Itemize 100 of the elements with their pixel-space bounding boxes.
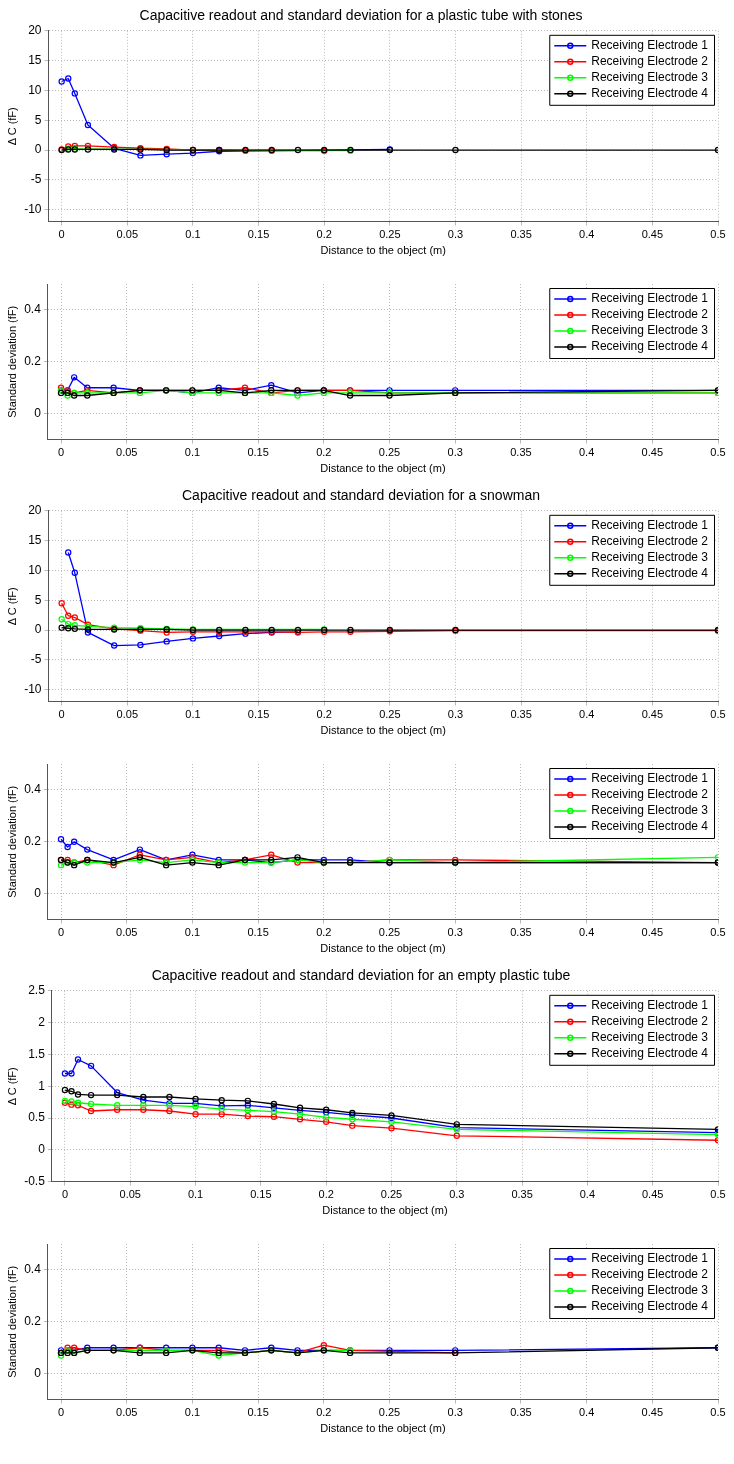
x-tick-label: 0.4	[578, 446, 595, 459]
x-tick-label: 0	[57, 926, 65, 939]
y-tick-label: 10	[28, 562, 42, 577]
x-tick-label: 0.4	[579, 228, 595, 241]
x-tick-label: 0.35	[510, 446, 532, 459]
legend-label: Receiving Electrode 3	[591, 1283, 709, 1298]
x-tick-label: 0.5	[710, 708, 726, 721]
x-tick-label: 0.4	[578, 926, 595, 939]
y-axis-title: Δ C (fF)	[5, 1067, 18, 1106]
legend-label: Receiving Electrode 4	[591, 819, 709, 834]
y-tick-label: -10	[24, 681, 42, 696]
x-tick-label: 0.35	[510, 926, 532, 939]
x-tick-label: 0.15	[247, 1406, 269, 1419]
legend-label: Receiving Electrode 2	[591, 54, 709, 69]
x-tick-label: 0.25	[378, 446, 401, 459]
x-tick-label: 0.1	[184, 446, 201, 459]
legend-label: Receiving Electrode 1	[591, 1251, 709, 1266]
x-tick-label: 0.05	[116, 1406, 138, 1419]
x-tick-label: 0.15	[247, 446, 269, 459]
x-tick-label: 0.5	[710, 1188, 726, 1201]
x-tick-label: 0	[58, 228, 65, 241]
y-tick-label: 0.4	[24, 782, 42, 797]
y-tick-label: 1.5	[28, 1046, 46, 1061]
x-tick-label: 0.2	[316, 1406, 332, 1419]
y-tick-label: 0.4	[24, 1262, 42, 1277]
chart-title: Capacitive readout and standard deviation for a snowman	[182, 487, 540, 504]
x-tick-label: 0.15	[247, 926, 269, 939]
legend-label: Receiving Electrode 2	[591, 534, 709, 549]
legend-label: Receiving Electrode 1	[591, 998, 709, 1013]
y-tick-label: -10	[24, 201, 42, 216]
x-tick-label: 0.4	[579, 1188, 596, 1201]
legend-label: Receiving Electrode 3	[591, 323, 709, 338]
y-tick-label: 0	[34, 1365, 42, 1380]
x-tick-label: 0.45	[641, 926, 664, 939]
y-axis-title: Δ C (fF)	[5, 107, 18, 146]
x-tick-label: 0.05	[116, 228, 139, 241]
x-tick-label: 0.05	[119, 1188, 141, 1201]
x-tick-label: 0.1	[184, 926, 201, 939]
y-tick-label: 20	[28, 503, 42, 518]
x-tick-label: 0.25	[379, 708, 401, 721]
legend-label: Receiving Electrode 3	[591, 803, 709, 818]
x-tick-label: 0.1	[185, 228, 201, 241]
x-tick-label: 0.2	[316, 708, 332, 721]
x-tick-label: 0.45	[641, 228, 664, 241]
legend-label: Receiving Electrode 1	[591, 38, 709, 53]
x-axis-title: Distance to the object (m)	[320, 724, 446, 737]
y-axis-title: Standard deviation (fF)	[5, 305, 18, 418]
y-tick-label: -0.5	[24, 1173, 46, 1188]
y-tick-label: 0	[34, 622, 42, 637]
y-tick-label: -5	[30, 652, 42, 667]
x-tick-label: 0.3	[447, 708, 464, 721]
y-tick-label: 5	[34, 112, 42, 127]
x-tick-label: 0.2	[316, 926, 332, 939]
chart-title: Capacitive readout and standard deviation for a plastic tube with stones	[139, 7, 583, 24]
x-tick-label: 0	[61, 1188, 68, 1201]
legend-label: Receiving Electrode 1	[591, 291, 709, 306]
y-tick-label: 0	[34, 405, 42, 420]
y-axis-title: Standard deviation (fF)	[5, 785, 18, 898]
x-tick-label: 0.3	[447, 228, 464, 241]
y-tick-label: 0	[34, 885, 42, 900]
y-tick-label: 2	[38, 1014, 46, 1029]
x-tick-label: 0.5	[710, 1406, 726, 1419]
y-axis-title: Standard deviation (fF)	[5, 1265, 18, 1378]
legend-label: Receiving Electrode 1	[591, 518, 709, 533]
legend-label: Receiving Electrode 4	[591, 339, 709, 354]
x-tick-label: 0.3	[447, 446, 463, 459]
legend-label: Receiving Electrode 1	[591, 771, 709, 786]
y-tick-label: 5	[34, 592, 42, 607]
x-tick-label: 0.25	[379, 228, 401, 241]
legend-label: Receiving Electrode 2	[591, 1014, 709, 1029]
legend-label: Receiving Electrode 3	[591, 70, 709, 85]
y-tick-label: 0.5	[28, 1110, 46, 1125]
y-tick-label: 20	[28, 23, 42, 38]
x-tick-label: 0.45	[641, 708, 664, 721]
y-tick-label: -5	[30, 172, 42, 187]
y-tick-label: 15	[28, 532, 42, 547]
x-tick-label: 0.05	[116, 926, 138, 939]
legend-label: Receiving Electrode 2	[591, 307, 709, 322]
y-tick-label: 0.2	[24, 354, 42, 369]
x-axis-title: Distance to the object (m)	[320, 942, 446, 955]
x-axis-title: Distance to the object (m)	[322, 1204, 448, 1217]
x-tick-label: 0.1	[185, 708, 201, 721]
x-tick-label: 0.15	[247, 708, 270, 721]
x-axis-title: Distance to the object (m)	[320, 244, 446, 257]
x-tick-label: 0.4	[578, 1406, 595, 1419]
y-tick-label: 0.4	[24, 302, 42, 317]
y-tick-label: 0.2	[24, 834, 42, 849]
x-tick-label: 0.3	[447, 1406, 463, 1419]
legend-label: Receiving Electrode 2	[591, 1267, 709, 1282]
x-tick-label: 0.15	[247, 228, 270, 241]
x-tick-label: 0.05	[116, 446, 138, 459]
x-tick-label: 0.35	[510, 228, 532, 241]
x-tick-label: 0.25	[378, 926, 401, 939]
x-tick-label: 0.35	[511, 1188, 533, 1201]
legend-label: Receiving Electrode 2	[591, 787, 709, 802]
x-tick-label: 0.4	[579, 708, 595, 721]
x-tick-label: 0.1	[184, 1406, 201, 1419]
y-tick-label: 1	[38, 1078, 46, 1093]
legend-label: Receiving Electrode 4	[591, 1046, 709, 1061]
x-tick-label: 0.3	[449, 1188, 465, 1201]
